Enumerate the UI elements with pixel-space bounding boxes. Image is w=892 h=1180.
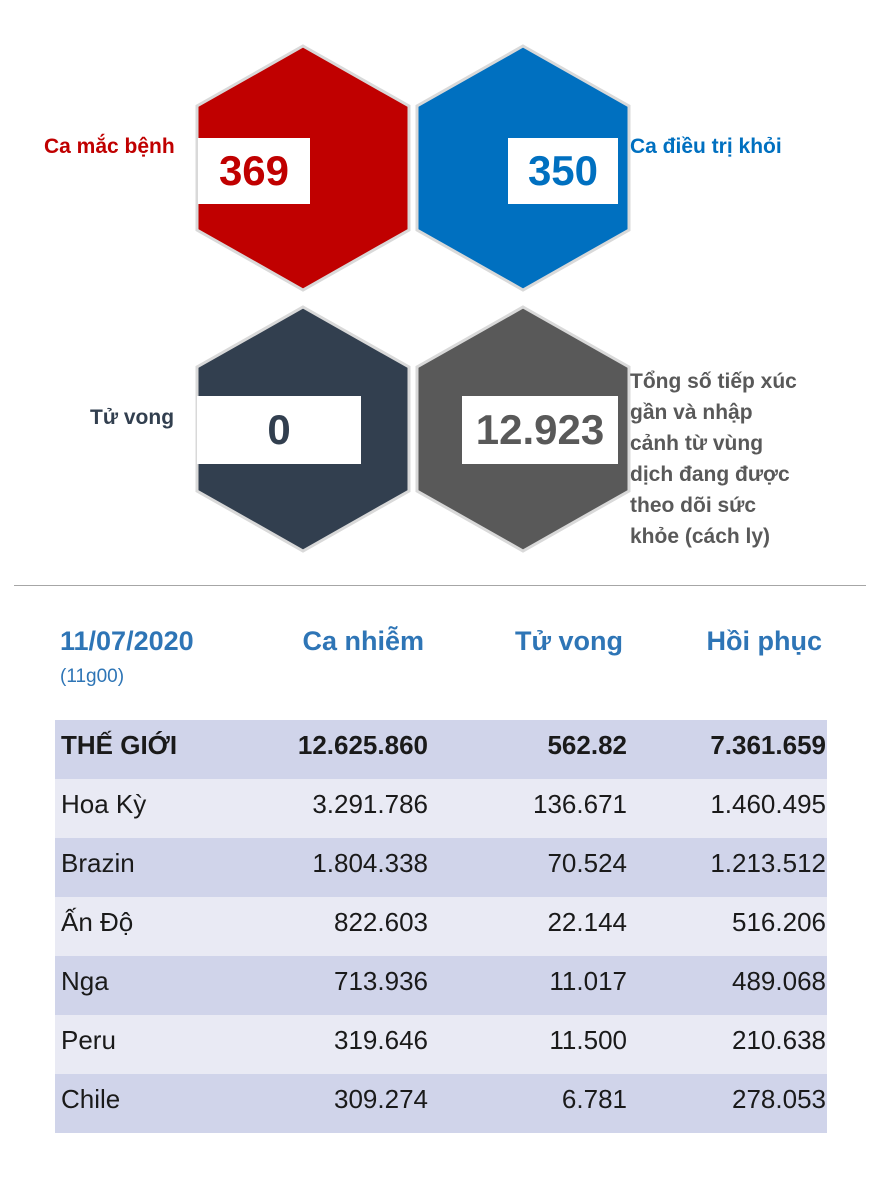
recovered-value: 350: [527, 147, 599, 194]
deaths-cell: 11.500: [549, 1025, 627, 1055]
cases-cell: 309.274: [334, 1084, 428, 1114]
cases-value-box: 369: [198, 138, 310, 204]
header-deaths: Tử vong: [514, 626, 623, 656]
deaths-value: 0: [267, 406, 291, 453]
country-name: Chile: [61, 1084, 121, 1114]
cases-cell: 319.646: [334, 1025, 428, 1055]
header-recovered: Hồi phục: [706, 626, 823, 656]
table-row: Nga 713.936 11.017 489.068: [55, 956, 827, 1015]
table-row: Chile 309.274 6.781 278.053: [55, 1074, 827, 1133]
table-time: (11g00): [60, 666, 125, 687]
recovered-cell: 516.206: [732, 907, 826, 937]
deaths-cell: 22.144: [547, 907, 627, 937]
deaths-cell: 70.524: [547, 848, 627, 878]
monitored-label-line: cảnh từ vùng: [630, 432, 764, 455]
deaths-cell: 11.017: [549, 966, 627, 996]
country-name: Hoa Kỳ: [61, 789, 147, 819]
recovered-cell: 7.361.659: [710, 730, 826, 760]
table-row: Brazin 1.804.338 70.524 1.213.512: [55, 838, 827, 897]
table-row: Ấn Độ 822.603 22.144 516.206: [55, 897, 827, 956]
country-name: Peru: [61, 1025, 116, 1055]
country-name: Nga: [61, 966, 109, 996]
country-name: Ấn Độ: [61, 907, 134, 937]
recovered-cell: 489.068: [732, 966, 826, 996]
header-cases: Ca nhiễm: [302, 626, 424, 656]
section-divider: [14, 585, 866, 586]
cases-label: Ca mắc bệnh: [44, 135, 175, 158]
monitored-label-line: gần và nhập: [630, 401, 753, 424]
monitored-label: Tổng số tiếp xúc gần và nhập cảnh từ vùn…: [630, 366, 797, 552]
country-name: Brazin: [61, 848, 135, 878]
table-header: 11/07/2020 (11g00) Ca nhiễm Tử vong Hồi …: [60, 626, 827, 696]
deaths-cell: 6.781: [561, 1084, 627, 1114]
cases-cell: 822.603: [334, 907, 428, 937]
recovered-value-box: 350: [508, 138, 618, 204]
cases-cell: 12.625.860: [297, 730, 428, 760]
cases-cell: 3.291.786: [312, 789, 428, 819]
deaths-cell: 562.82: [547, 730, 627, 760]
cases-value: 369: [218, 147, 290, 194]
monitored-value: 12.923: [475, 406, 605, 453]
deaths-label: Tử vong: [90, 406, 175, 429]
table-date: 11/07/2020: [60, 626, 194, 656]
deaths-cell: 136.671: [533, 789, 627, 819]
monitored-value-box: 12.923: [462, 396, 618, 464]
monitored-label-line: khỏe (cách ly): [630, 525, 771, 548]
recovered-cell: 1.460.495: [710, 789, 826, 819]
table-row: Hoa Kỳ 3.291.786 136.671 1.460.495: [55, 779, 827, 838]
recovered-cell: 210.638: [732, 1025, 826, 1055]
country-name: THẾ GIỚI: [61, 730, 178, 760]
table-row: Peru 319.646 11.500 210.638: [55, 1015, 827, 1074]
recovered-cell: 278.053: [732, 1084, 826, 1114]
country-table: THẾ GIỚI 12.625.860 562.82 7.361.659 Hoa…: [55, 720, 827, 1133]
recovered-label: Ca điều trị khỏi: [630, 135, 782, 158]
table-row-world: THẾ GIỚI 12.625.860 562.82 7.361.659: [55, 720, 827, 779]
monitored-label-line: theo dõi sức: [630, 494, 757, 517]
cases-cell: 713.936: [334, 966, 428, 996]
monitored-label-line: Tổng số tiếp xúc: [630, 370, 797, 393]
cases-cell: 1.804.338: [312, 848, 428, 878]
deaths-value-box: 0: [197, 396, 361, 464]
monitored-label-line: dịch đang được: [630, 463, 790, 486]
recovered-cell: 1.213.512: [710, 848, 826, 878]
